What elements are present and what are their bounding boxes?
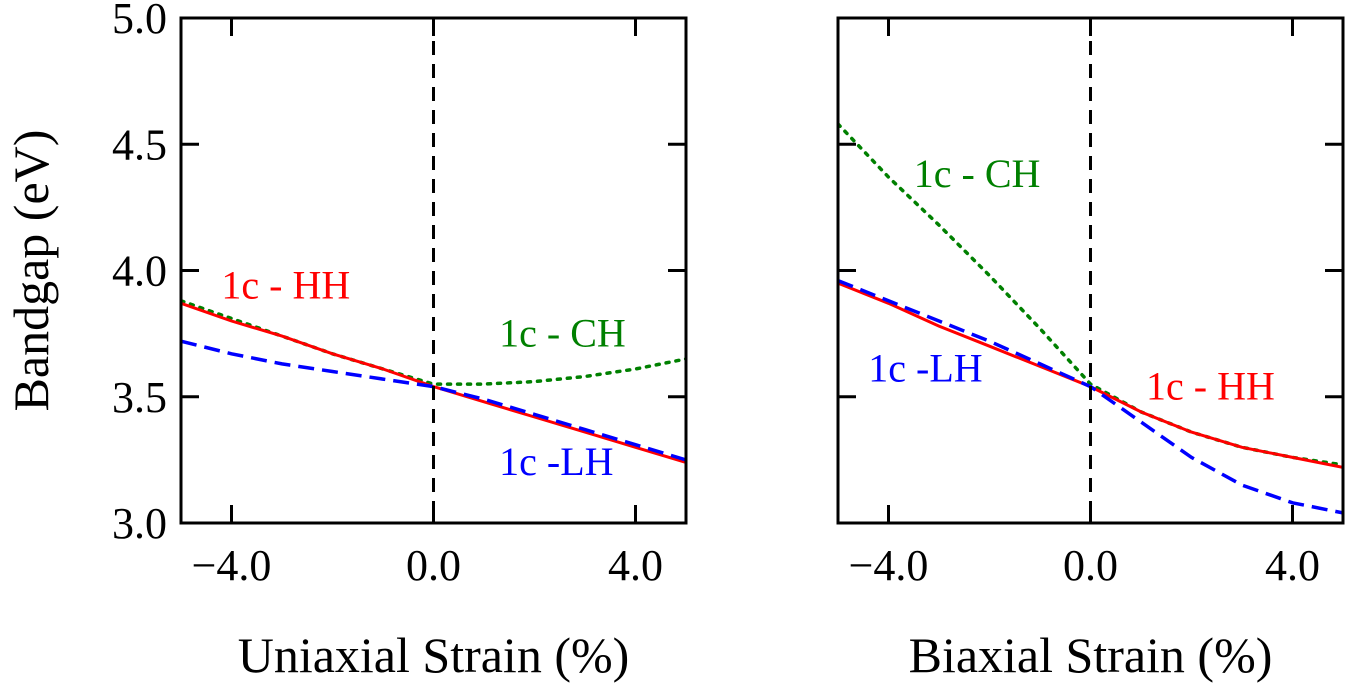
y-tick-label: 3.5 <box>112 373 167 422</box>
x-axis-title: Biaxial Strain (%) <box>909 627 1273 683</box>
y-tick-label: 3.0 <box>112 499 167 548</box>
y-tick-label: 5.0 <box>112 0 167 43</box>
series-annotation: 1c -LH <box>499 439 613 484</box>
series-line-1c-lh <box>181 339 686 462</box>
y-axis-title: Bandgap (eV) <box>3 130 59 412</box>
series-annotation: 1c - HH <box>221 262 350 307</box>
x-tick-label: 4.0 <box>1265 541 1320 590</box>
x-axis-title: Uniaxial Strain (%) <box>238 627 630 683</box>
biaxial-strain-panel: −4.0 0.0 4.0 1c - CH 1c -LH 1c - HH Biaxial St… <box>836 16 1345 683</box>
x-tick-label: 4.0 <box>608 541 663 590</box>
y-tick-label: 4.5 <box>112 120 167 169</box>
series-annotation: 1c - CH <box>499 310 626 355</box>
series-annotation: 1c - CH <box>914 151 1041 196</box>
x-tick-label: −4.0 <box>849 541 929 590</box>
uniaxial-strain-panel: −4.0 0.0 4.0 3.0 3.5 4.0 4.5 5.0 1c - HH 1c - CH 1… <box>3 0 688 683</box>
series-annotation: 1c - HH <box>1146 363 1275 408</box>
series-annotation: 1c -LH <box>868 346 982 391</box>
x-tick-label: −4.0 <box>192 541 272 590</box>
x-tick-label: 0.0 <box>406 541 461 590</box>
y-tick-label: 4.0 <box>112 247 167 296</box>
x-tick-label: 0.0 <box>1063 541 1118 590</box>
